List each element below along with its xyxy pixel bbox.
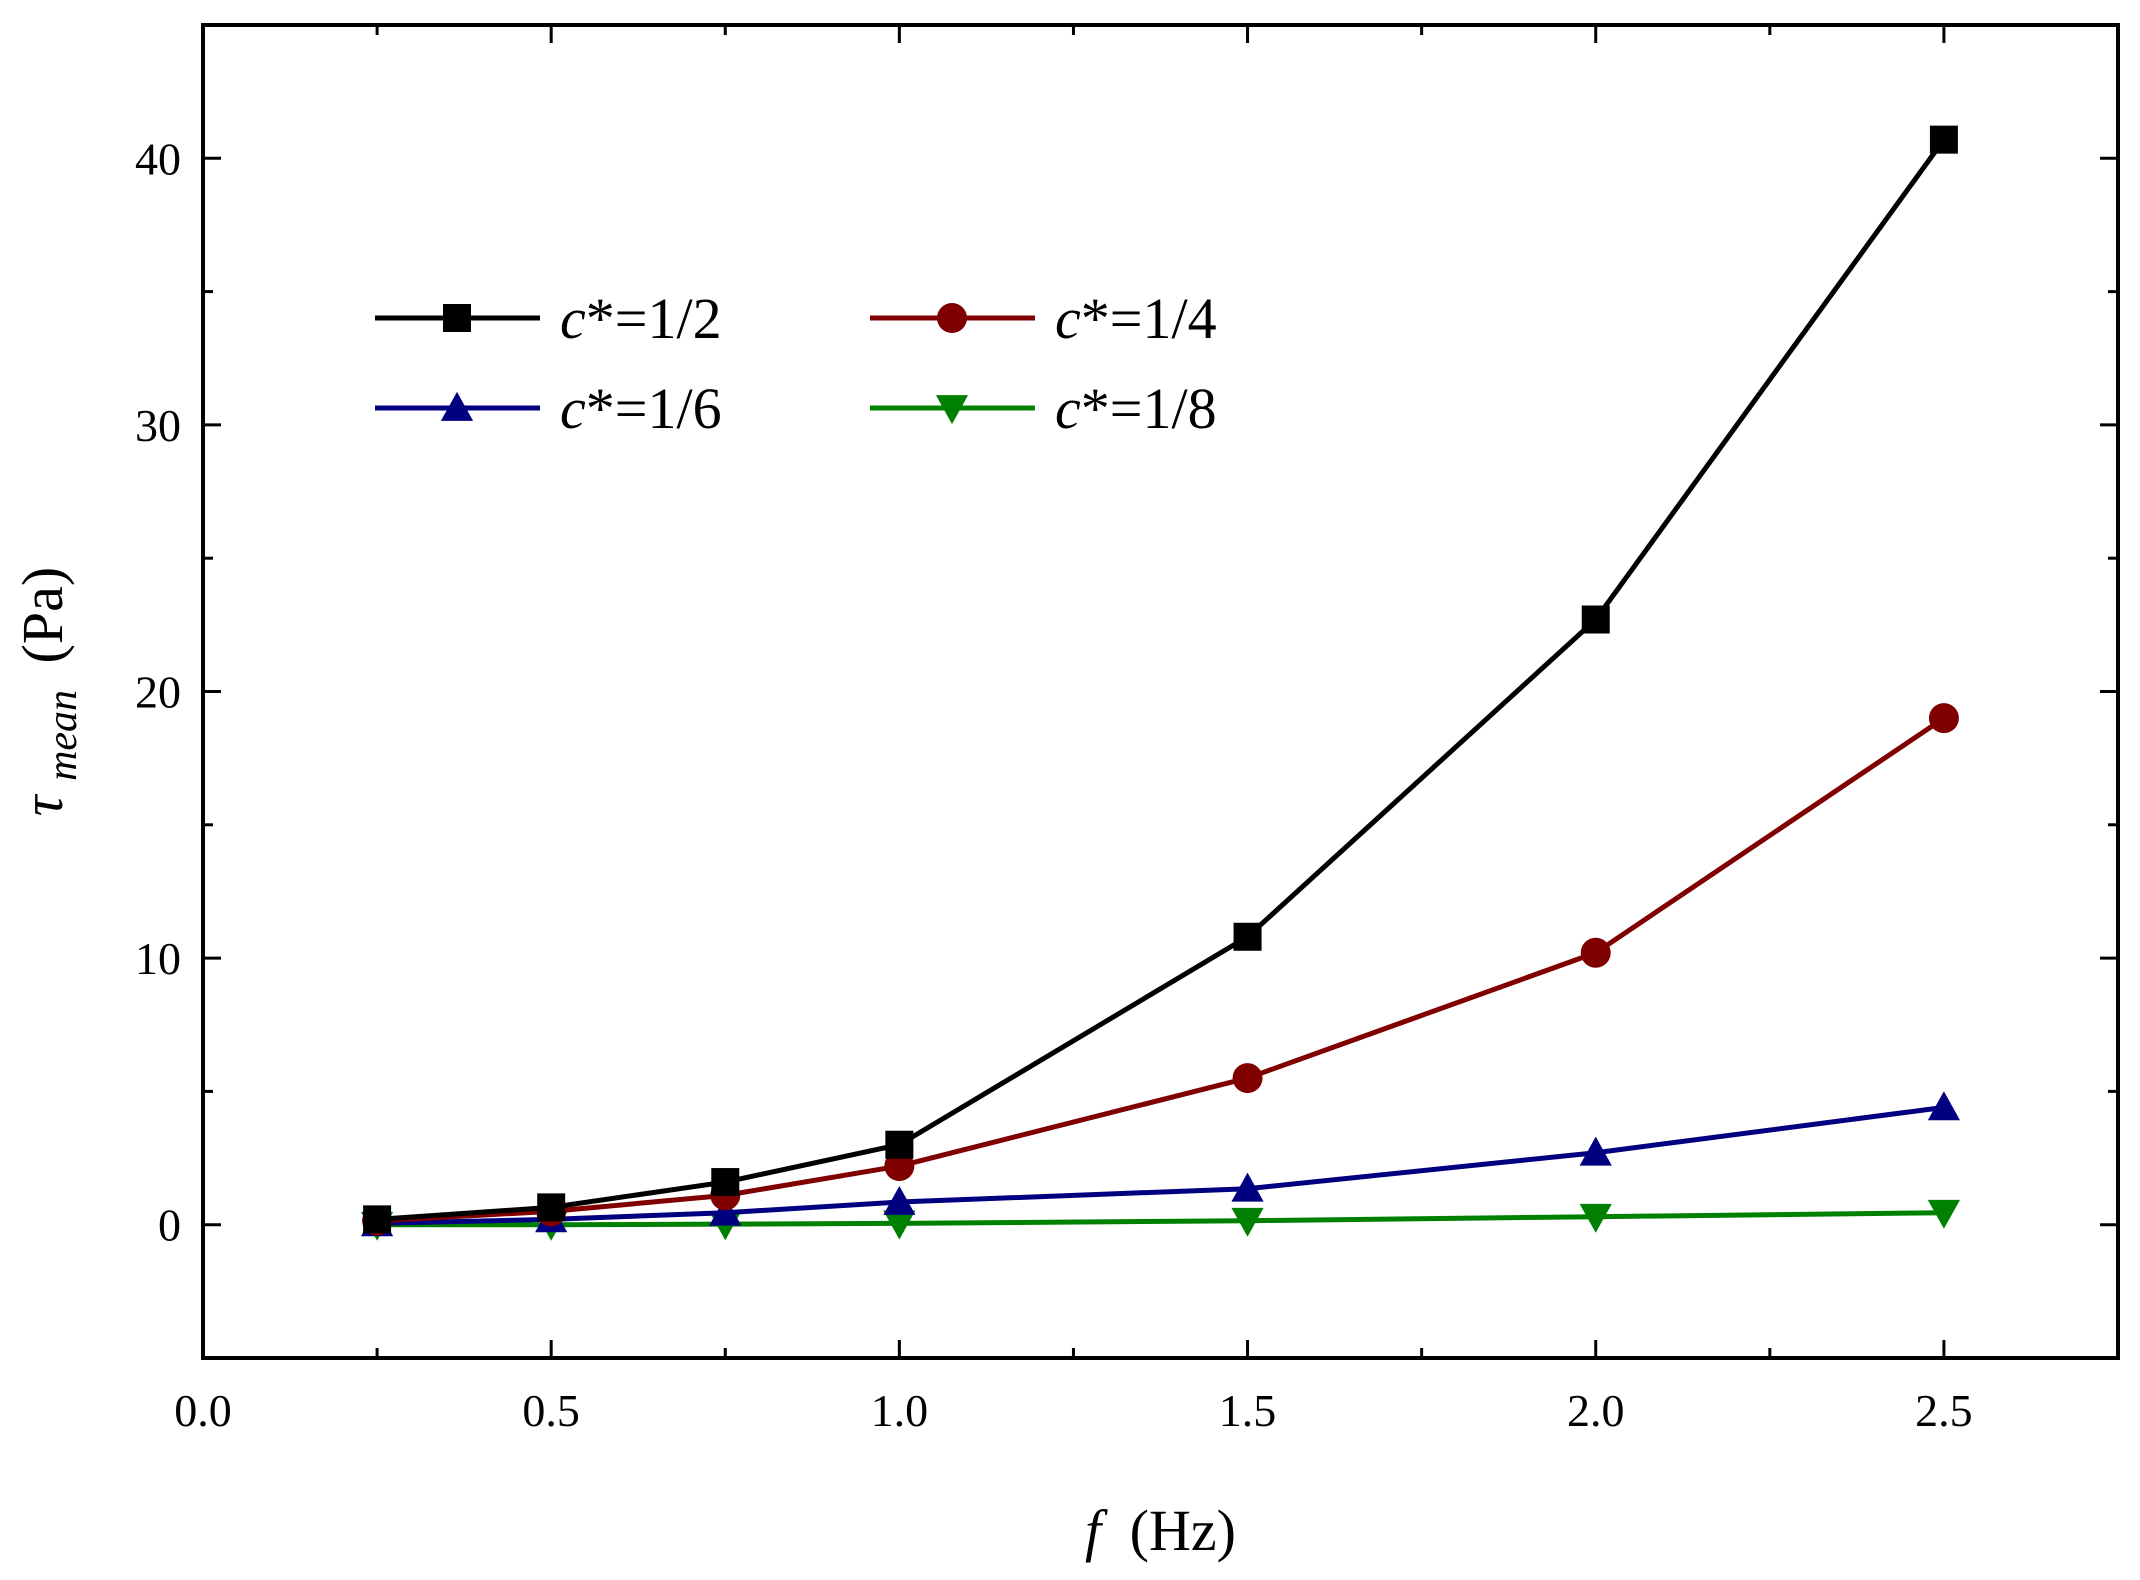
legend-item-1: c*=1/2 bbox=[375, 286, 722, 351]
legend-marker bbox=[935, 395, 969, 425]
series-2 bbox=[362, 703, 1959, 1236]
data-point bbox=[711, 1168, 740, 1197]
data-point bbox=[1579, 1136, 1612, 1166]
y-tick-label: 40 bbox=[135, 133, 181, 184]
legend-label-var: c bbox=[1055, 286, 1081, 351]
x-tick-label: 2.5 bbox=[1915, 1385, 1973, 1436]
x-tick-label: 1.0 bbox=[871, 1385, 929, 1436]
y-tick-label: 0 bbox=[158, 1200, 181, 1251]
legend-label: c*=1/6 bbox=[560, 376, 722, 441]
data-point bbox=[1580, 937, 1611, 968]
x-tick-label: 2.0 bbox=[1567, 1385, 1625, 1436]
y-tick-labels: 0 10 20 30 40 bbox=[135, 133, 181, 1250]
data-point bbox=[883, 1210, 916, 1240]
y-axis-unit: (Pa) bbox=[10, 567, 75, 664]
legend: c*=1/2 c*=1/4c*=1/6 c*=1/8 bbox=[375, 286, 1217, 441]
plot-frame bbox=[201, 23, 2120, 1360]
legend-marker bbox=[443, 304, 471, 332]
series-1 bbox=[363, 125, 1958, 1234]
legend-label: c*=1/4 bbox=[1055, 286, 1217, 351]
legend-label-rest: *=1/8 bbox=[1081, 376, 1217, 441]
legend-label-var: c bbox=[1055, 376, 1081, 441]
x-axis-unit: (Hz) bbox=[1130, 1498, 1236, 1563]
series-layer bbox=[360, 125, 1961, 1241]
y-tick-label: 10 bbox=[135, 933, 181, 984]
axis-ticks bbox=[201, 25, 2120, 1358]
data-point bbox=[1233, 922, 1262, 951]
legend-label: c*=1/8 bbox=[1055, 376, 1217, 441]
legend-item-4: c*=1/8 bbox=[870, 376, 1217, 441]
data-point bbox=[1927, 1091, 1961, 1121]
y-axis-var: τ bbox=[10, 793, 75, 816]
legend-item-2: c*=1/4 bbox=[870, 286, 1217, 351]
y-axis-title: τ mean (Pa) bbox=[10, 567, 89, 816]
data-point bbox=[885, 1130, 914, 1159]
legend-label-rest: *=1/4 bbox=[1081, 286, 1217, 351]
y-tick-label: 30 bbox=[135, 400, 181, 451]
data-point bbox=[709, 1196, 742, 1226]
legend-label-rest: *=1/6 bbox=[586, 376, 722, 441]
data-point bbox=[1231, 1207, 1264, 1237]
data-point bbox=[1927, 1199, 1961, 1229]
legend-label-rest: *=1/2 bbox=[586, 286, 722, 351]
data-point bbox=[1231, 1172, 1264, 1202]
data-point bbox=[1581, 605, 1610, 634]
legend-label-var: c bbox=[560, 286, 586, 351]
series-line bbox=[376, 716, 1946, 1224]
data-point bbox=[537, 1193, 566, 1222]
x-tick-labels: 0.0 0.5 1.0 1.5 2.0 2.5 bbox=[174, 1385, 1972, 1436]
x-axis-var: f bbox=[1085, 1498, 1108, 1563]
data-point bbox=[1928, 703, 1959, 734]
x-axis-title: f (Hz) bbox=[1085, 1498, 1236, 1563]
y-tick-label: 20 bbox=[135, 667, 181, 718]
data-point bbox=[363, 1205, 392, 1234]
y-axis-subscript: mean bbox=[40, 690, 86, 781]
data-point bbox=[1232, 1063, 1263, 1094]
legend-marker bbox=[937, 303, 967, 333]
data-point bbox=[883, 1185, 916, 1215]
x-tick-label: 1.5 bbox=[1219, 1385, 1277, 1436]
x-tick-label: 0.0 bbox=[174, 1385, 232, 1436]
legend-label-var: c bbox=[560, 376, 586, 441]
data-point bbox=[1579, 1203, 1612, 1233]
legend-label: c*=1/2 bbox=[560, 286, 722, 351]
x-tick-label: 0.5 bbox=[522, 1385, 580, 1436]
legend-item-3: c*=1/6 bbox=[375, 376, 722, 441]
data-point bbox=[1929, 125, 1958, 154]
legend-marker bbox=[440, 391, 474, 421]
